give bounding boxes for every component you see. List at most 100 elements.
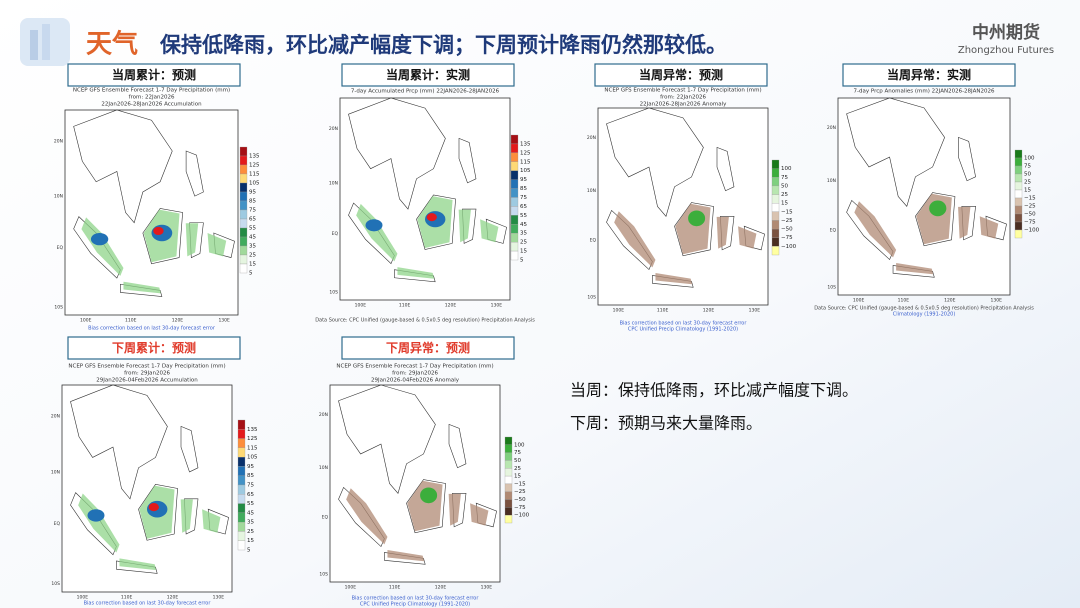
legend-swatch <box>237 475 246 486</box>
legend-swatch <box>510 134 519 145</box>
label-box <box>341 336 515 360</box>
legend-swatch <box>239 200 248 211</box>
lat-label: EQ <box>322 514 329 520</box>
legend-label: 65 <box>247 492 254 498</box>
legend-label: 95 <box>520 177 527 183</box>
legend-swatch <box>510 170 519 180</box>
legend-swatch <box>510 179 519 189</box>
rain-area <box>123 281 161 294</box>
legend-label: 85 <box>249 199 256 205</box>
note: 下周：预期马来大量降雨。 <box>570 414 762 433</box>
legend-label: 35 <box>249 244 256 250</box>
title: 保持低降雨，环比减产幅度下调；下周预计降雨仍然那较低。 <box>159 33 727 57</box>
legend-swatch <box>1014 165 1023 175</box>
legend-swatch <box>237 521 246 532</box>
rain-area <box>716 216 729 249</box>
legend-label: 125 <box>249 163 260 169</box>
legend-label: 35 <box>520 231 527 237</box>
rain-area <box>202 509 221 533</box>
map-header: 29Jan2026-04Feb2026 Accumulation <box>96 378 198 384</box>
legend-swatch <box>504 499 513 508</box>
land <box>348 97 446 210</box>
map-header: 7-day Accumulated Prcp (mm) 22JAN2026-28… <box>351 89 500 95</box>
land <box>606 107 704 217</box>
legend-label: 75 <box>1024 164 1031 170</box>
rain-area <box>185 223 199 257</box>
lon-label: 110E <box>121 595 133 601</box>
lon-label: 100E <box>853 298 865 304</box>
panel-label: 下周累计：预测 <box>112 340 196 355</box>
legend-label: −15 <box>1024 196 1036 202</box>
note: 当周：保持低降雨，环比减产幅度下调。 <box>570 381 858 400</box>
map-header: from: 29Jan2026 <box>392 371 438 377</box>
rain-area <box>81 217 124 276</box>
lon-label: 130E <box>213 595 225 601</box>
legend-label: 100 <box>781 166 792 172</box>
lat-label: 10S <box>51 581 60 587</box>
rain-core <box>148 502 159 512</box>
legend-swatch <box>239 227 248 238</box>
lon-label: 100E <box>613 308 625 314</box>
legend-swatch <box>1014 181 1023 191</box>
lat-label: 10S <box>54 304 63 310</box>
map-footer: Bias correction based on last 30-day for… <box>352 596 480 602</box>
land <box>185 150 204 197</box>
legend-label: −50 <box>781 227 793 233</box>
rain-area <box>458 209 471 243</box>
legend-label: 95 <box>247 464 254 470</box>
panel-label: 当周异常：实测 <box>887 67 971 82</box>
lat-label: 20N <box>827 125 836 131</box>
map-footer: Bias correction based on last 30-day for… <box>620 321 748 327</box>
logo-en: Zhongzhou Futures <box>958 45 1054 56</box>
legend-swatch <box>771 220 780 230</box>
lon-label: 120E <box>944 298 956 304</box>
legend-swatch <box>510 197 519 207</box>
label-box <box>341 63 515 87</box>
legend-swatch <box>239 164 248 175</box>
rain-area <box>397 267 435 279</box>
rain-area <box>655 272 693 285</box>
legend-swatch <box>504 507 513 516</box>
legend-swatch <box>771 228 780 238</box>
legend-swatch <box>1014 149 1023 159</box>
legend-label: 50 <box>1024 172 1031 178</box>
legend-swatch <box>771 246 780 256</box>
legend-label: −50 <box>1024 212 1036 218</box>
legend-swatch <box>237 503 246 514</box>
rain-core <box>87 509 105 522</box>
map-footer: CPC Unified Precip Climatology (1991-202… <box>360 602 470 608</box>
map-footer: Bias correction based on last 30-day for… <box>84 601 212 607</box>
map-header: 22Jan2026-28Jan2026 Accumulation <box>101 102 202 108</box>
legend-swatch <box>239 182 248 193</box>
legend-label: 85 <box>247 473 254 479</box>
lon-label: 100E <box>80 318 92 324</box>
lat-label: 10S <box>587 295 596 301</box>
legend-swatch <box>771 211 780 221</box>
rain-area <box>78 493 120 553</box>
legend-label: 25 <box>1024 180 1031 186</box>
legend-swatch <box>239 146 248 157</box>
map-header: from: 22Jan2026 <box>129 95 175 101</box>
lon-label: 130E <box>218 318 230 324</box>
legend-label: 75 <box>781 175 788 181</box>
legend-label: 45 <box>249 235 256 241</box>
legend-label: 15 <box>249 262 256 268</box>
lat-label: 20N <box>587 135 596 141</box>
map-footer: Climatology (1991-2020) <box>893 312 956 318</box>
label-box <box>842 63 1016 87</box>
legend-swatch <box>237 466 246 476</box>
map-header: from: 29Jan2026 <box>124 371 170 377</box>
lat-label: EQ <box>332 231 339 237</box>
legend-swatch <box>504 483 513 492</box>
lon-label: 130E <box>491 303 503 309</box>
rain-area <box>207 233 227 257</box>
rain-area <box>979 216 999 239</box>
legend-label: −100 <box>514 513 530 519</box>
legend-swatch <box>239 191 248 202</box>
legend-swatch <box>1014 173 1023 183</box>
rain-area <box>387 549 425 562</box>
legend-swatch <box>239 254 248 265</box>
legend-swatch <box>510 241 519 252</box>
panel-label: 下周异常：预测 <box>386 340 470 355</box>
rain-core <box>688 210 706 227</box>
